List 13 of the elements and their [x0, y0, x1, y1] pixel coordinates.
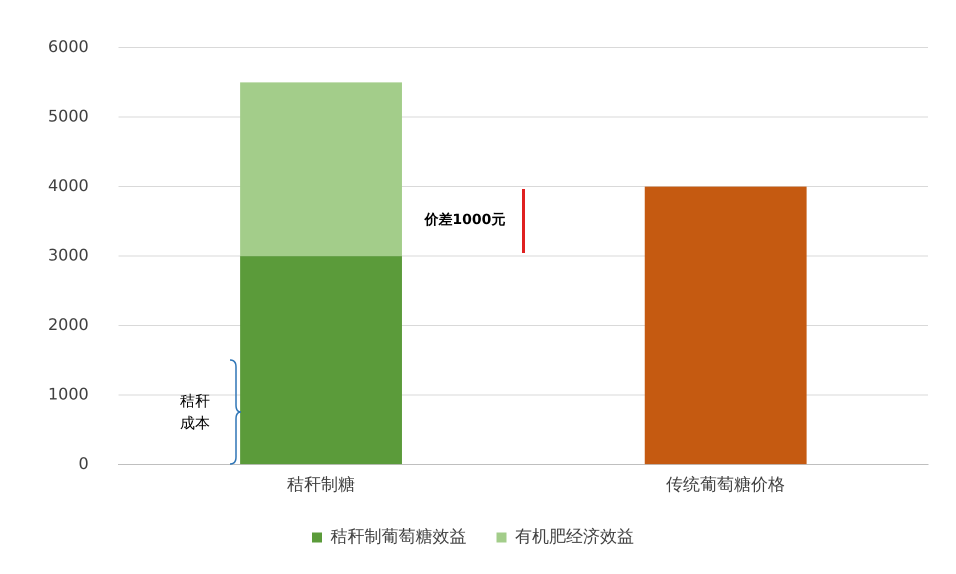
x-tick-label: 传统葡萄糖价格	[666, 475, 786, 496]
legend-label: 有机肥经济效益	[515, 526, 634, 547]
y-tick-label: 3000	[48, 245, 89, 264]
x-tick-label: 秸秆制糖	[287, 475, 356, 496]
annotation: 价差1000元	[424, 211, 506, 230]
y-tick-label: 2000	[48, 314, 89, 334]
y-tick-label: 1000	[48, 384, 89, 404]
y-tick-label: 4000	[48, 176, 89, 195]
y-tick-label: 6000	[48, 36, 89, 56]
annotation: 秸秆成本	[179, 391, 212, 434]
y-tick-label: 0	[78, 454, 89, 473]
y-tick-label: 5000	[48, 106, 89, 126]
legend-label: 秸秆制葡萄糖效益	[330, 526, 466, 547]
